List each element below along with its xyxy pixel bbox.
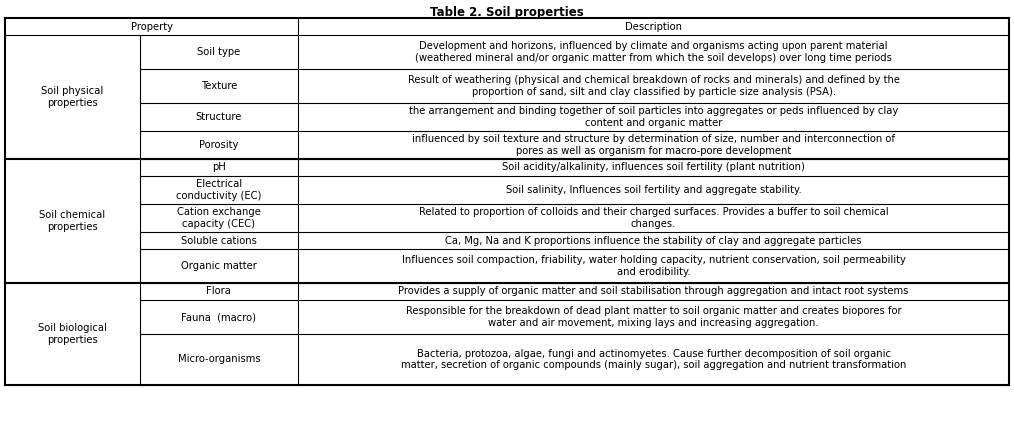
Text: Organic matter: Organic matter [180, 261, 257, 271]
Text: Related to proportion of colloids and their charged surfaces. Provides a buffer : Related to proportion of colloids and th… [419, 207, 888, 229]
Text: Soil type: Soil type [198, 47, 240, 57]
Text: Influences soil compaction, friability, water holding capacity, nutrient conserv: Influences soil compaction, friability, … [402, 255, 906, 277]
Text: Texture: Texture [201, 81, 237, 91]
Text: Table 2. Soil properties: Table 2. Soil properties [430, 6, 584, 19]
Text: Electrical
conductivity (EC): Electrical conductivity (EC) [176, 179, 262, 201]
Text: Responsible for the breakdown of dead plant matter to soil organic matter and cr: Responsible for the breakdown of dead pl… [406, 306, 901, 328]
Text: Micro-organisms: Micro-organisms [177, 354, 261, 365]
Text: Flora: Flora [207, 286, 231, 297]
Text: Ca, Mg, Na and K proportions influence the stability of clay and aggregate parti: Ca, Mg, Na and K proportions influence t… [445, 235, 862, 246]
Text: Soil acidity/alkalinity, influences soil fertility (plant nutrition): Soil acidity/alkalinity, influences soil… [502, 163, 805, 172]
Text: influenced by soil texture and structure by determination of size, number and in: influenced by soil texture and structure… [412, 134, 895, 156]
Text: Soil physical
properties: Soil physical properties [42, 86, 103, 108]
Text: the arrangement and binding together of soil particles into aggregates or peds i: the arrangement and binding together of … [409, 106, 898, 128]
Text: Cation exchange
capacity (CEC): Cation exchange capacity (CEC) [176, 207, 261, 229]
Text: Bacteria, protozoa, algae, fungi and actinomyetes. Cause further decomposition o: Bacteria, protozoa, algae, fungi and act… [401, 349, 907, 370]
Text: Description: Description [625, 21, 682, 32]
Text: Result of weathering (physical and chemical breakdown of rocks and minerals) and: Result of weathering (physical and chemi… [408, 75, 899, 97]
Text: Porosity: Porosity [199, 140, 238, 150]
Text: Soil biological
properties: Soil biological properties [38, 323, 106, 345]
Text: Soluble cations: Soluble cations [180, 235, 257, 246]
Text: Provides a supply of organic matter and soil stabilisation through aggregation a: Provides a supply of organic matter and … [399, 286, 909, 297]
Text: Development and horizons, influenced by climate and organisms acting upon parent: Development and horizons, influenced by … [415, 41, 892, 63]
Text: Soil chemical
properties: Soil chemical properties [40, 210, 105, 232]
Text: Property: Property [131, 21, 172, 32]
Text: pH: pH [212, 163, 226, 172]
Text: Fauna  (macro): Fauna (macro) [182, 312, 257, 322]
Text: Soil salinity, Influences soil fertility and aggregate stability.: Soil salinity, Influences soil fertility… [506, 185, 801, 195]
Text: Structure: Structure [196, 112, 242, 122]
